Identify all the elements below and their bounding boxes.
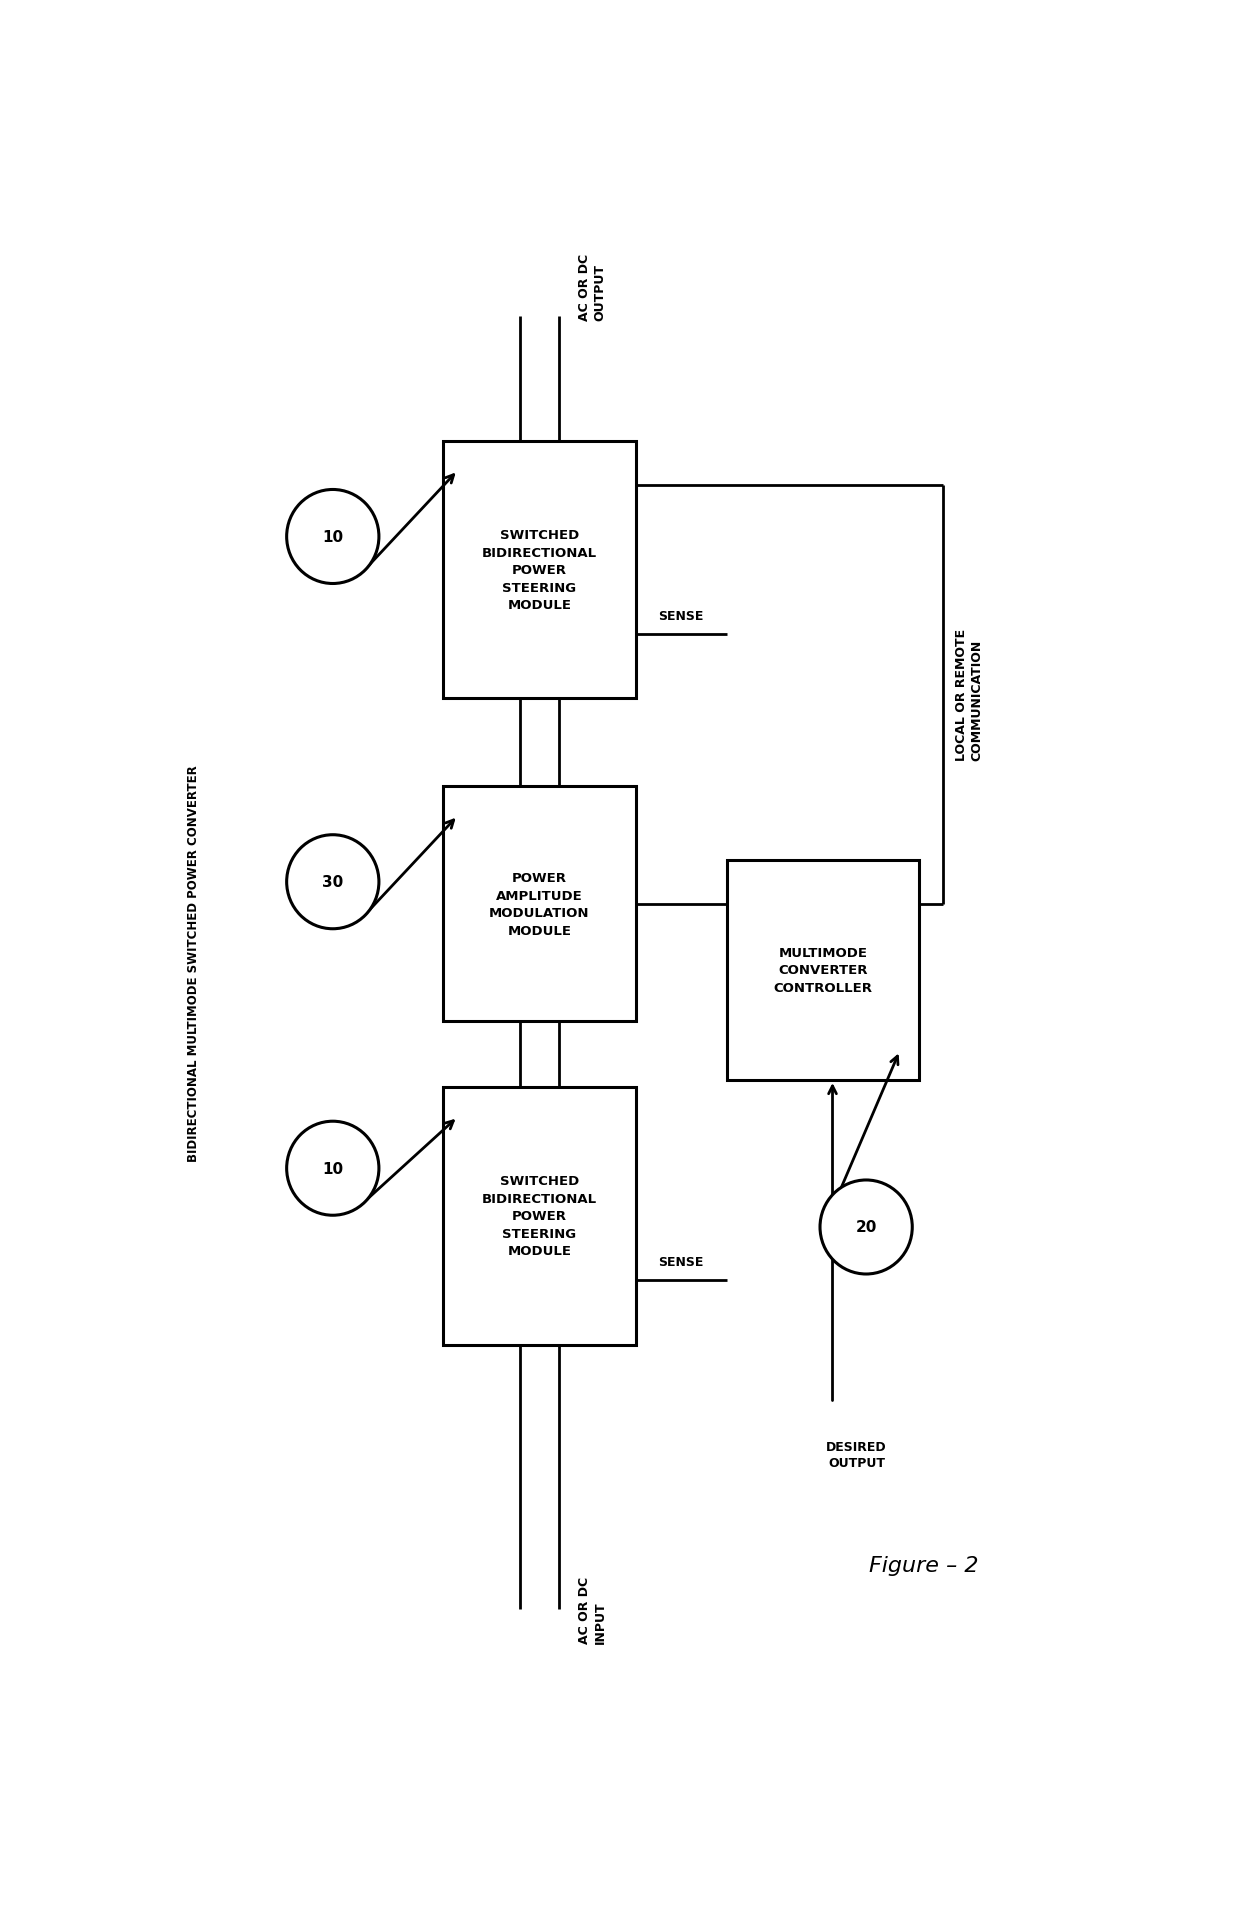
FancyBboxPatch shape xyxy=(444,1087,635,1344)
Text: Figure – 2: Figure – 2 xyxy=(869,1554,978,1575)
Ellipse shape xyxy=(286,1121,379,1215)
Text: 30: 30 xyxy=(322,875,343,891)
Text: AC OR DC
OUTPUT: AC OR DC OUTPUT xyxy=(578,254,606,320)
Text: AC OR DC
INPUT: AC OR DC INPUT xyxy=(578,1575,606,1642)
Text: SENSE: SENSE xyxy=(658,610,704,624)
Text: BIDIRECTIONAL MULTIMODE SWITCHED POWER CONVERTER: BIDIRECTIONAL MULTIMODE SWITCHED POWER C… xyxy=(187,765,200,1161)
Ellipse shape xyxy=(286,835,379,929)
Text: 10: 10 xyxy=(322,1161,343,1177)
Text: DESIRED
OUTPUT: DESIRED OUTPUT xyxy=(826,1440,887,1468)
FancyBboxPatch shape xyxy=(727,860,919,1081)
Text: SENSE: SENSE xyxy=(658,1257,704,1268)
Ellipse shape xyxy=(286,490,379,584)
Text: POWER
AMPLITUDE
MODULATION
MODULE: POWER AMPLITUDE MODULATION MODULE xyxy=(489,871,590,936)
Text: SWITCHED
BIDIRECTIONAL
POWER
STEERING
MODULE: SWITCHED BIDIRECTIONAL POWER STEERING MO… xyxy=(482,528,596,612)
Text: SWITCHED
BIDIRECTIONAL
POWER
STEERING
MODULE: SWITCHED BIDIRECTIONAL POWER STEERING MO… xyxy=(482,1175,596,1259)
Ellipse shape xyxy=(820,1180,913,1274)
Text: 20: 20 xyxy=(856,1220,877,1236)
FancyBboxPatch shape xyxy=(444,788,635,1022)
Text: 10: 10 xyxy=(322,530,343,545)
Text: MULTIMODE
CONVERTER
CONTROLLER: MULTIMODE CONVERTER CONTROLLER xyxy=(774,946,873,994)
Text: LOCAL OR REMOTE
COMMUNICATION: LOCAL OR REMOTE COMMUNICATION xyxy=(955,629,983,761)
FancyBboxPatch shape xyxy=(444,442,635,698)
